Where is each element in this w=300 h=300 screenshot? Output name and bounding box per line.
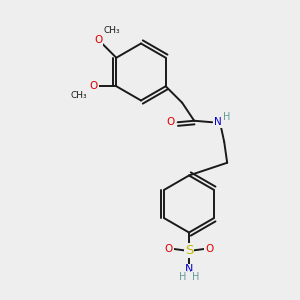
Text: S: S — [185, 244, 193, 257]
Text: N: N — [185, 264, 193, 274]
Text: CH₃: CH₃ — [103, 26, 120, 35]
Text: O: O — [164, 244, 173, 254]
Text: CH₃: CH₃ — [70, 91, 87, 100]
Text: H: H — [179, 272, 186, 282]
Text: O: O — [90, 81, 98, 91]
Text: H: H — [224, 112, 231, 122]
Text: O: O — [94, 35, 102, 45]
Text: O: O — [167, 117, 175, 127]
Text: H: H — [192, 272, 199, 282]
Text: O: O — [205, 244, 214, 254]
Text: N: N — [214, 117, 222, 127]
